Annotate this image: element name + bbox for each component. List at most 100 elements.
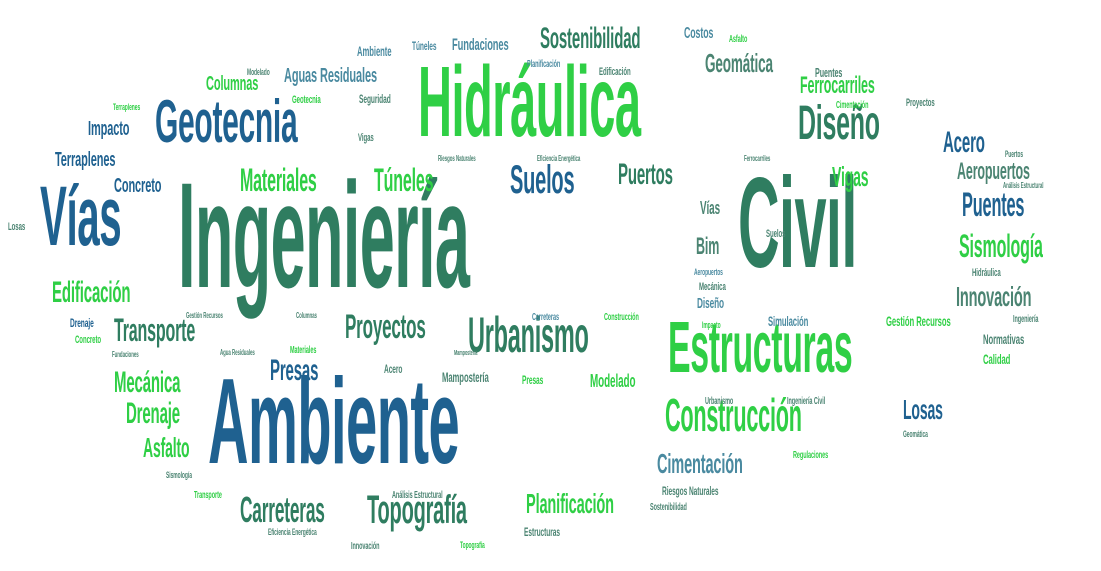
word-planificacion: Planificación [526, 488, 614, 519]
word-hidraulica: Hidráulica [418, 46, 641, 158]
word-hidraulica-small: Hidráulica [972, 267, 1001, 279]
word-puentes-small: Puentes [815, 65, 843, 80]
word-seguridad: Seguridad [359, 92, 391, 106]
word-drenaje: Drenaje [126, 397, 180, 430]
word-losas: Losas [903, 394, 943, 425]
word-carreteras: Carreteras [240, 489, 325, 530]
word-costos: Costos [684, 25, 714, 42]
word-riesgos-naturales-small: Riesgos Naturales [438, 154, 476, 163]
word-vigas: Vigas [832, 161, 869, 192]
word-eficiencia-energetica: Eficiencia Energética [268, 527, 317, 537]
word-estructuras: Estructuras [668, 308, 853, 388]
word-civil: Civil [738, 152, 857, 295]
word-analisis-estructural-small-2: Análisis Estructural [392, 490, 443, 501]
word-geomatica-small: Geomática [903, 429, 928, 439]
word-bim: Bim [696, 233, 720, 260]
word-puertos: Puertos [618, 158, 673, 191]
word-transporte-small: Transporte [194, 490, 222, 501]
word-urbanismo-small: Urbanismo [705, 396, 734, 407]
word-vigas-small: Vigas [358, 132, 374, 144]
word-impacto-small: Impacto [702, 320, 721, 330]
word-puentes: Puentes [962, 186, 1025, 224]
word-ingenieria-small: Ingeniería [1013, 314, 1039, 325]
word-vias-small: Vías [700, 198, 720, 218]
word-geotecnia-small: Geotecnia [292, 94, 321, 106]
word-planificacion-small: Planificación [527, 59, 561, 70]
word-ferrocarriles-small: Ferrocarriles [744, 154, 771, 163]
word-fundaciones: Fundaciones [452, 35, 509, 54]
word-aguas-residuales: Aguas Residuales [284, 65, 378, 87]
word-sostenibilidad: Sostenibilidad [540, 22, 641, 55]
word-mamposteria: Mampostería [442, 369, 489, 385]
word-acero-small: Acero [384, 362, 403, 376]
word-sismologia: Sismología [959, 228, 1043, 264]
word-normativas: Normativas [983, 331, 1025, 347]
word-gestion-recursos: Gestión Recursos [886, 313, 951, 329]
word-presas-small: Presas [522, 373, 544, 387]
word-topografia-small: Topografía [460, 540, 485, 550]
word-puertos-small: Puertos [1005, 149, 1024, 159]
word-ingenieria: Ingeniería [178, 151, 470, 319]
word-columnas: Columnas [206, 73, 259, 95]
word-acero: Acero [943, 126, 985, 159]
word-columnas-small: Columnas [296, 311, 317, 320]
word-ingenieria-civil-small: Ingeniería Civil [787, 396, 826, 407]
word-carreteras-small: Carreteras [532, 312, 559, 323]
word-aeropuertos-small: Aeropuertos [694, 267, 723, 277]
word-modelado: Modelado [590, 371, 636, 391]
word-presas: Presas [270, 354, 319, 387]
word-analisis-estructural-small: Análisis Estructural [1003, 181, 1044, 190]
word-transporte: Transporte [114, 312, 196, 348]
word-topografia: Topografía [367, 488, 467, 532]
word-proyectos: Proyectos [345, 308, 426, 346]
word-proyectos-small: Proyectos [906, 97, 935, 109]
word-estructuras-small: Estructuras [524, 525, 560, 539]
word-construccion: Construcción [665, 389, 802, 441]
word-materiales: Materiales [240, 162, 317, 198]
word-riesgos-naturales: Riesgos Naturales [662, 484, 719, 498]
word-asfalto: Asfalto [143, 432, 190, 463]
word-fundaciones-small: Fundaciones [112, 350, 139, 359]
word-diseno-small: Diseño [697, 295, 725, 312]
word-impacto: Impacto [88, 118, 130, 140]
word-ambiente: Ambiente [208, 353, 460, 489]
word-agua-residuales-small: Agua Residuales [220, 348, 255, 357]
word-asfalto-small: Asfalto [729, 34, 748, 45]
word-drenaje-small: Drenaje [70, 316, 94, 330]
word-edificacion: Edificación [52, 276, 131, 309]
word-edificacion-small: Edificación [599, 66, 631, 78]
word-tuneles: Túneles [374, 162, 434, 198]
word-sismologia-small: Sismología [166, 470, 192, 480]
word-modelado-small: Modelado [247, 67, 270, 77]
word-suelos: Suelos [510, 158, 575, 202]
word-geomatica: Geomática [705, 48, 773, 78]
word-mecanica: Mecánica [114, 366, 181, 399]
word-innovacion: Innovación [956, 281, 1032, 312]
word-concreto-small: Concreto [75, 334, 102, 346]
word-regulaciones-small: Regulaciones [793, 450, 829, 461]
word-tuneles-small: Túneles [412, 39, 437, 53]
word-aeropuertos: Aeropuertos [957, 158, 1030, 185]
word-losas-small: Losas [8, 221, 26, 233]
word-simulacion: Simulación [768, 313, 809, 329]
word-cimentacion: Cimentación [657, 448, 743, 479]
word-construccion-small: Construcción [604, 312, 639, 323]
word-materiales-small: Materiales [290, 345, 317, 356]
word-sostenibilidad-small: Sostenibilidad [650, 502, 687, 513]
word-calidad: Calidad [983, 351, 1011, 367]
word-eficiencia-energetica-small: Eficiencia Energética [537, 154, 581, 163]
word-suelos-small: Suelos [766, 228, 786, 240]
word-diseno: Diseño [798, 97, 880, 150]
word-mecanica-small: Mecánica [699, 281, 726, 293]
word-terraplenes: Terraplenes [55, 149, 116, 171]
word-ferrocarriles: Ferrocarriles [800, 72, 875, 99]
word-vias: Vías [40, 169, 122, 263]
word-concreto: Concreto [114, 175, 162, 197]
word-gestion-recursos-small: Gestión Recursos [186, 311, 223, 320]
word-cimentacion-small: Cimentación [836, 100, 869, 111]
word-ambiente-small: Ambiente [357, 43, 392, 59]
word-terraplenes-small: Terraplenes [113, 102, 141, 112]
word-innovacion-small: Innovación [351, 541, 380, 552]
word-mamposteria-small: Mampostería [454, 350, 478, 357]
